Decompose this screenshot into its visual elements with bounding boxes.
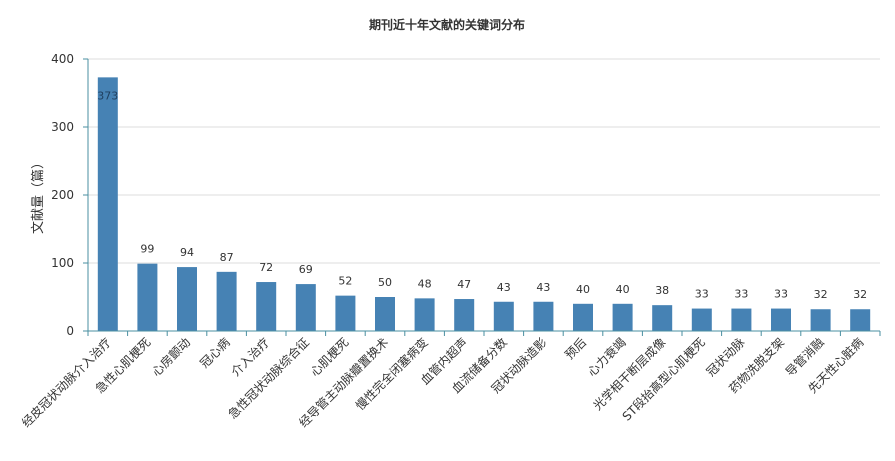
bar <box>97 77 118 331</box>
data-label: 33 <box>695 288 709 301</box>
data-label: 33 <box>774 288 788 301</box>
y-tick-label: 300 <box>51 120 74 134</box>
data-label: 94 <box>180 246 194 259</box>
y-tick-label: 100 <box>51 256 74 270</box>
bar <box>573 303 593 331</box>
x-tick-label: 预后 <box>562 335 589 362</box>
y-axis: 0 100 200 300 400 <box>51 52 89 338</box>
data-label: 373 <box>97 89 118 102</box>
bar <box>335 295 356 331</box>
bar <box>295 284 316 331</box>
data-label: 48 <box>418 277 432 290</box>
bar <box>216 271 237 331</box>
bar <box>731 308 752 331</box>
x-tick-label: 冠心病 <box>197 335 233 371</box>
data-label: 69 <box>299 263 313 276</box>
x-tick-label: 光学相干断层成像 <box>590 335 668 413</box>
bar <box>612 303 633 331</box>
chart-title: 期刊近十年文献的关键词分布 <box>369 17 525 32</box>
data-label: 43 <box>536 281 550 294</box>
bars <box>97 77 871 331</box>
y-tick-label: 200 <box>51 188 74 202</box>
data-label: 50 <box>378 276 392 289</box>
data-label: 40 <box>616 283 630 296</box>
bar <box>771 308 791 331</box>
bar <box>691 308 712 331</box>
data-label: 38 <box>655 284 669 297</box>
y-axis-label: 文献量（篇） <box>31 156 46 234</box>
y-tick-label: 400 <box>51 52 74 66</box>
data-label: 99 <box>140 243 154 256</box>
bar <box>810 309 831 331</box>
bar <box>493 301 514 331</box>
grid-lines <box>88 58 880 264</box>
data-label: 33 <box>734 288 748 301</box>
bar <box>533 301 554 331</box>
bar <box>256 282 277 331</box>
data-label: 43 <box>497 281 511 294</box>
bar <box>414 298 435 331</box>
y-tick-label: 0 <box>66 324 74 338</box>
bar <box>375 297 395 331</box>
x-tick-label: 心房颤动 <box>149 335 194 380</box>
data-labels: 373 99 94 87 72 69 52 50 48 47 43 43 40 40 38 33 33 33 32 3… <box>97 89 867 301</box>
data-label: 40 <box>576 283 590 296</box>
data-label: 47 <box>457 278 471 291</box>
data-label: 87 <box>220 251 234 264</box>
data-label: 52 <box>338 275 352 288</box>
x-tick-label: 慢性完全闭塞病变 <box>352 335 430 413</box>
bar <box>137 263 158 331</box>
data-label: 32 <box>814 288 828 301</box>
data-label: 72 <box>259 261 273 274</box>
bar <box>850 309 871 331</box>
bar <box>454 299 475 331</box>
data-label: 32 <box>853 288 867 301</box>
bar <box>177 267 197 331</box>
bar <box>652 305 673 331</box>
